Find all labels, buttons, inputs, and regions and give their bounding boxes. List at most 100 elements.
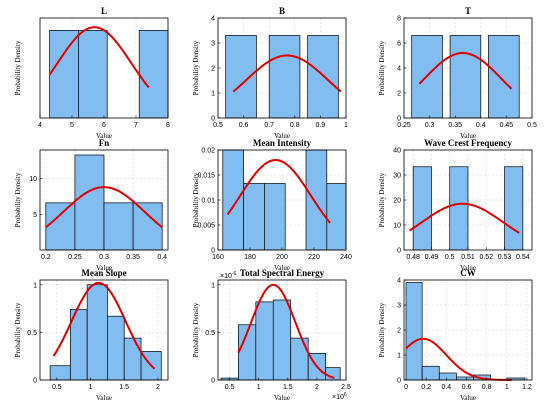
y-tick-label: 2 [397,91,401,98]
x-tick-label: 0 [404,384,408,391]
x-tick-label: 180 [244,254,256,261]
y-tick-label: 20 [393,198,401,205]
chart-title: Total Spectral Energy [240,268,325,278]
x-tick-label: 0.2 [41,254,51,261]
x-tick-label: 0.5 [52,384,62,391]
y-tick-label: 6 [397,41,401,48]
histogram-bar [225,35,257,119]
x-tick-label: 0.5 [527,122,537,129]
subplot-1: 0.5 0.6 0.7 0.8 0.9 1 0 1 2 3 4 B Value Probability D… [192,6,348,140]
x-axis-label: Value [460,394,476,402]
x-axis-label: Value [460,264,476,272]
x-tick-label: 0.4 [157,254,167,261]
y-axis-label: Probability Density [378,40,386,95]
subplot-5: 0.48 0.49 0.5 0.51 0.52 0.53 0.54 0 10 20 30 40 Wave… [378,138,533,272]
x-tick-label: 2 [156,384,160,391]
y-tick-label: 8 [397,16,401,23]
histogram-bar [45,202,76,251]
histogram-bar [49,30,79,119]
normal-fit-curve [45,186,163,229]
y-tick-label: 1 [33,282,37,289]
histogram-bar [272,299,292,381]
x-tick-label: 1 [344,122,348,129]
x-tick-label: 5 [70,122,74,129]
y-axis-exponent: ×10-6 [220,271,237,280]
histogram-bar [138,30,169,119]
x-tick-label: 0.35 [448,122,462,129]
chart-title: Fn [99,138,110,148]
y-tick-label: 0.5 [27,330,37,337]
x-tick-label: 0.25 [397,122,411,129]
histogram-bar [255,301,274,381]
y-tick-label: 0.005 [197,223,215,230]
x-tick-label: 6 [102,122,106,129]
normal-fit-curve [232,54,342,93]
y-axis-label: Probability Density [14,172,22,227]
x-tick-label: 8 [166,122,170,129]
y-axis-label: Probability Density [378,172,386,227]
subplot-4: 160 180 200 220 240 0 0.005 0.01 0.015 0.02 Mean I… [192,138,352,272]
x-tick-label: 0.3 [99,254,109,261]
subplot-7: 0.5 1 1.5 2 2.5 0 0.5 1 Total Spectral Energy Val… [192,268,351,402]
y-tick-label: 10 [393,223,401,230]
x-tick-label: 1.2 [522,384,532,391]
histogram-bar [74,154,105,251]
y-tick-label: 0.5 [205,330,215,337]
histogram-bar [243,183,265,251]
x-tick-label: 0.5 [225,384,235,391]
histogram-bar [268,35,301,119]
y-tick-label: 0 [397,116,401,123]
y-tick-label: 2 [211,66,215,73]
x-tick-label: 0.51 [461,254,475,261]
y-tick-label: 1 [211,91,215,98]
y-tick-label: 4 [397,66,401,73]
chart-title: B [279,6,285,16]
x-tick-label: 0.25 [68,254,82,261]
x-tick-label: 7 [134,122,138,129]
histogram-bar [103,202,134,251]
x-tick-label: 200 [276,254,288,261]
y-tick-label: 0 [211,116,215,123]
x-tick-label: 2 [315,384,319,391]
histogram-bar [86,284,108,381]
x-tick-label: 1.5 [119,384,129,391]
y-tick-label: 40 [393,148,401,155]
normal-fit-curve [52,281,156,370]
x-tick-label: 0.52 [479,254,493,261]
normal-fit-curve [418,52,513,90]
x-tick-label: 0.53 [498,254,512,261]
histogram-bar [456,376,474,381]
y-axis-label: Probability Density [192,302,200,357]
x-axis-exponent-power: 6 [344,392,347,398]
y-tick-label: 3 [397,303,401,310]
x-tick-label: 240 [340,254,352,261]
y-tick-label: 5 [33,212,37,219]
y-tick-label: 0 [33,378,37,385]
axes-box [39,279,169,381]
histogram-bar [222,149,244,251]
x-tick-label: 0.9 [316,122,326,129]
normal-fit-curve [408,202,520,234]
histogram-bar [449,35,482,119]
chart-title: Wave Crest Frequency [424,138,512,148]
subplot-6: 0.5 1 1.5 2 0 0.5 1 Mean Slope Value Probability … [14,268,169,402]
y-tick-label: 3 [211,41,215,48]
x-tick-label: 0.2 [421,384,431,391]
subplot-8: 0 0.2 0.4 0.6 0.8 1 1.2 0 1 2 3 4 CW Value Probability… [378,268,533,402]
x-axis-label: Value [460,132,476,140]
x-tick-label: 2.5 [341,384,351,391]
y-tick-label: 0.015 [197,173,215,180]
y-tick-label: 4 [211,16,215,23]
y-tick-label: 0.01 [201,198,215,205]
histogram-bar [264,183,286,251]
histogram-bar [78,30,108,119]
x-tick-label: 0.8 [482,384,492,391]
histogram-bar [107,315,125,381]
y-axis-label: Probability Density [378,302,386,357]
histogram-bar [412,166,432,251]
y-axis-label: Probability Density [192,40,200,95]
x-tick-label: 220 [308,254,320,261]
x-tick-label: 4 [38,122,42,129]
subplot-2: 0.25 0.3 0.35 0.4 0.45 0.5 0 2 4 6 8 T Value Probabil… [378,6,537,140]
normal-fit-curve [237,283,335,379]
